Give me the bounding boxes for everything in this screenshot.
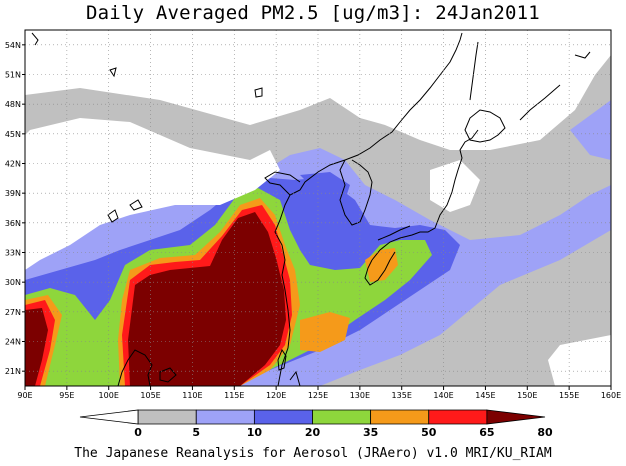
colorbar-swatch bbox=[79, 409, 139, 425]
colorbar-label: 10 bbox=[247, 426, 263, 439]
pm25-band-darkred bbox=[25, 212, 286, 386]
colorbar-label: 0 bbox=[134, 426, 142, 439]
lon-tick-label: 105E bbox=[140, 391, 160, 400]
colorbar: 0 5 10 20 35 50 65 80 bbox=[79, 409, 553, 439]
colorbar-label: 35 bbox=[363, 426, 378, 439]
lat-tick-label: 27N bbox=[5, 308, 21, 317]
lat-tick-label: 33N bbox=[5, 249, 21, 258]
lon-tick-label: 125E bbox=[308, 391, 328, 400]
lat-tick-label: 45N bbox=[5, 130, 21, 139]
lon-tick-label: 150E bbox=[517, 391, 537, 400]
lon-tick-label: 100E bbox=[99, 391, 119, 400]
colorbar-swatch bbox=[137, 409, 197, 425]
lon-tick-label: 95E bbox=[59, 391, 74, 400]
colorbar-swatch bbox=[370, 409, 430, 425]
lat-tick-label: 51N bbox=[5, 71, 21, 80]
lat-tick-label: 21N bbox=[5, 367, 21, 376]
lon-tick-label: 145E bbox=[475, 391, 495, 400]
clean-air-region bbox=[25, 118, 611, 386]
lon-tick-label: 120E bbox=[266, 391, 286, 400]
lat-tick-label: 48N bbox=[5, 100, 21, 109]
colorbar-label: 65 bbox=[479, 426, 494, 439]
latitude-labels: 21N 24N 27N 30N 33N 36N 39N 42N 45N 48N 51N 54N bbox=[5, 41, 25, 376]
colorbar-swatch bbox=[195, 409, 255, 425]
map-title: Daily Averaged PM2.5 [ug/m3]: 24Jan2011 bbox=[86, 2, 540, 24]
colorbar-label: 20 bbox=[305, 426, 321, 439]
lat-tick-label: 42N bbox=[5, 160, 21, 169]
lat-tick-label: 39N bbox=[5, 189, 21, 198]
lon-tick-label: 130E bbox=[350, 391, 370, 400]
colorbar-label: 5 bbox=[192, 426, 200, 439]
longitude-labels: 90E 95E 100E 105E 110E 115E 120E 125E 130E 135E 14… bbox=[17, 386, 621, 400]
lon-tick-label: 110E bbox=[182, 391, 202, 400]
lat-tick-label: 24N bbox=[5, 338, 21, 347]
colorbar-label: 80 bbox=[537, 426, 553, 439]
colorbar-swatch bbox=[486, 409, 546, 425]
lon-tick-label: 140E bbox=[433, 391, 453, 400]
lat-lon-grid bbox=[25, 30, 611, 386]
lon-tick-label: 115E bbox=[224, 391, 244, 400]
lon-tick-label: 160E bbox=[601, 391, 621, 400]
colorbar-swatch bbox=[312, 409, 372, 425]
colorbar-swatch bbox=[428, 409, 488, 425]
lat-tick-label: 30N bbox=[5, 278, 21, 287]
lat-tick-label: 54N bbox=[5, 41, 21, 50]
colorbar-label: 50 bbox=[421, 426, 437, 439]
lat-tick-label: 36N bbox=[5, 219, 21, 228]
colorbar-swatch bbox=[253, 409, 313, 425]
lon-tick-label: 135E bbox=[392, 391, 412, 400]
lon-tick-label: 90E bbox=[17, 391, 32, 400]
footer-caption: The Japanese Reanalysis for Aerosol (JRA… bbox=[74, 446, 552, 461]
lon-tick-label: 155E bbox=[559, 391, 579, 400]
